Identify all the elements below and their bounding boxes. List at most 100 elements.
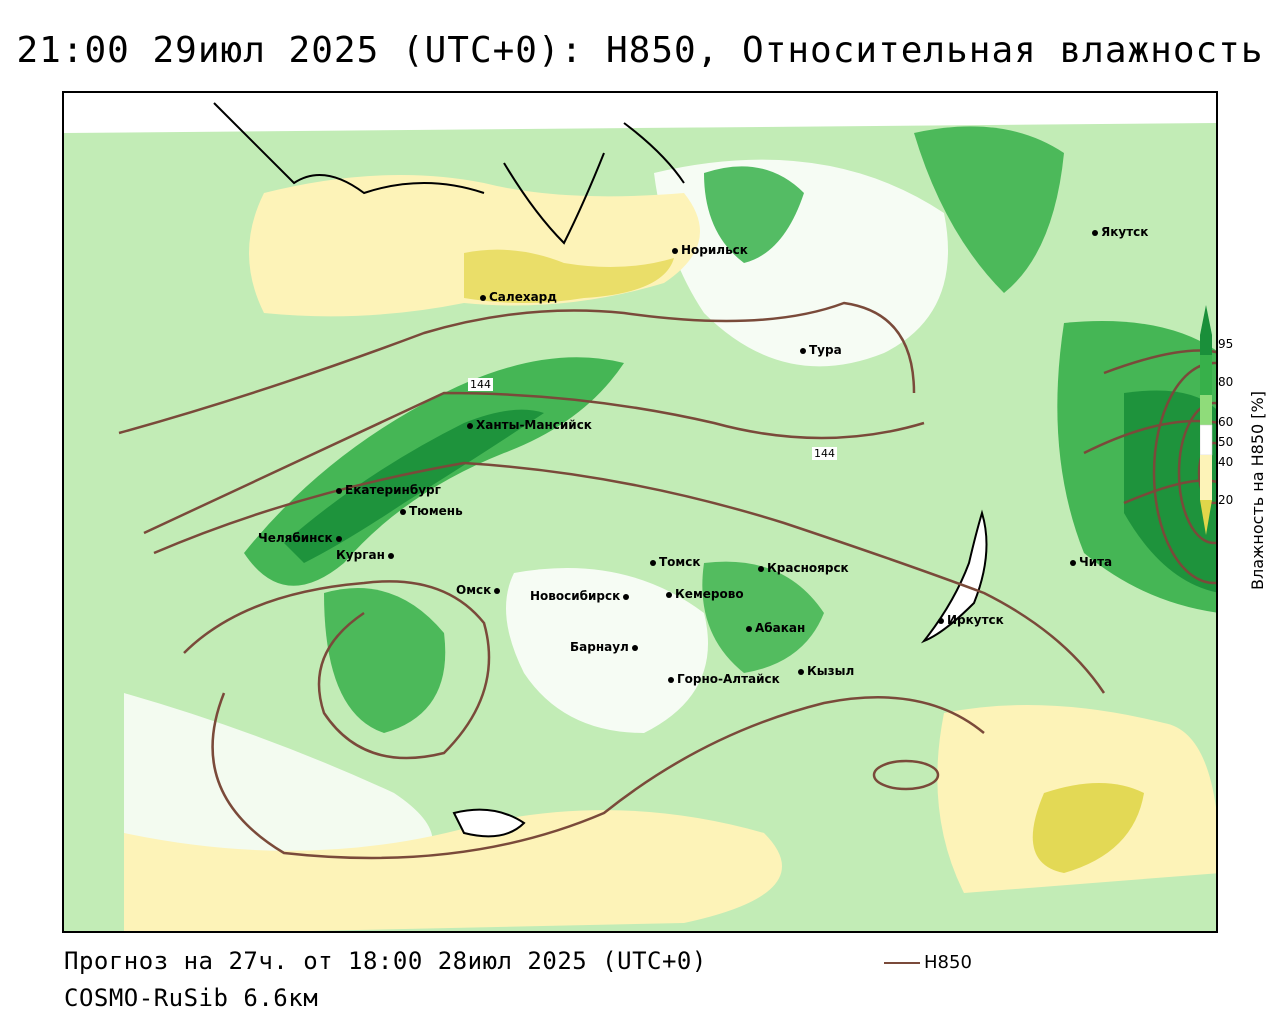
city-ekaterinburg: Екатеринбург — [336, 483, 441, 497]
city-dot — [746, 625, 752, 632]
contour-legend-swatch — [884, 962, 920, 964]
colorbar-arrow-top — [1200, 305, 1212, 335]
weather-map: 144 144 Якутск Норильск Салехард Тура Ха… — [62, 91, 1218, 933]
city-label: Новосибирск — [530, 589, 621, 603]
city-khanty-mansiysk: Ханты-Мансийск — [467, 418, 592, 432]
h850-contour-low-1 — [1152, 361, 1216, 585]
city-dot — [480, 294, 486, 301]
city-dot — [798, 668, 804, 675]
colorbar-graphic — [1199, 305, 1213, 535]
city-label: Чита — [1079, 555, 1113, 569]
map-canvas — [64, 102, 1216, 931]
city-label: Кемерово — [675, 587, 744, 601]
city-dot — [623, 593, 630, 600]
city-chita: Чита — [1070, 555, 1112, 569]
colorbar-bin-60 — [1200, 395, 1212, 425]
contour-legend: H850 — [884, 952, 972, 973]
contour-label-144-east: 144 — [812, 447, 837, 460]
city-gorno-altaysk: Горно-Алтайск — [668, 672, 780, 686]
city-kurgan: Курган — [336, 548, 397, 562]
city-dot — [666, 591, 672, 598]
city-dot — [335, 535, 342, 542]
h850-contour-low-3 — [1197, 441, 1216, 505]
humidity-field-50-sw — [124, 693, 433, 893]
model-name: COSMO-RuSib 6.6км — [64, 984, 319, 1012]
lake-balkhash — [452, 808, 526, 838]
colorbar-tick: 40 — [1218, 455, 1234, 469]
h850-contour-5 — [211, 692, 985, 860]
h850-contour-small — [872, 759, 940, 791]
city-dot — [800, 347, 806, 354]
humidity-field-80-south — [702, 561, 824, 673]
city-label: Салехард — [489, 290, 557, 304]
city-dot — [1070, 559, 1076, 566]
city-label: Екатеринбург — [345, 483, 441, 497]
lake-baikal — [920, 509, 988, 644]
city-label: Челябинск — [258, 531, 333, 545]
colorbar-tick: 80 — [1218, 375, 1234, 389]
h850-contour-4 — [183, 580, 491, 760]
h850-contour-1 — [118, 301, 916, 435]
city-label: Омск — [456, 583, 492, 597]
city-tomsk: Томск — [650, 555, 701, 569]
city-salekhard: Салехард — [480, 290, 557, 304]
city-label: Барнаул — [570, 640, 629, 654]
humidity-field-80-northeast — [914, 126, 1064, 293]
city-dot — [631, 644, 638, 651]
city-label: Томск — [659, 555, 701, 569]
colorbar-tick: 95 — [1218, 337, 1234, 351]
city-dot — [758, 565, 764, 572]
city-dot — [650, 559, 656, 566]
city-yakutsk: Якутск — [1092, 225, 1148, 239]
city-abakan: Абакан — [746, 621, 805, 635]
colorbar-bin-95 — [1200, 335, 1212, 355]
city-label: Абакан — [755, 621, 806, 635]
colorbar-tick: 50 — [1218, 435, 1234, 449]
h850-contour-low-2 — [1177, 401, 1216, 545]
city-norilsk: Норильск — [672, 243, 748, 257]
city-label: Иркутск — [947, 613, 1004, 627]
h850-contour-3 — [153, 461, 1106, 694]
city-dot — [668, 676, 674, 683]
humidity-field-60 — [64, 123, 1216, 931]
city-novosibirsk: Новосибирск — [530, 589, 632, 603]
city-dot — [400, 508, 406, 515]
humidity-field-20-se — [1032, 783, 1144, 873]
city-tyumen: Тюмень — [400, 504, 463, 518]
city-label: Ханты-Мансийск — [476, 418, 592, 432]
contour-legend-label: H850 — [924, 952, 972, 973]
colorbar-bin-50 — [1199, 424, 1213, 456]
city-label: Тура — [809, 343, 842, 357]
city-label: Норильск — [681, 243, 748, 257]
city-irkutsk: Иркутск — [938, 613, 1004, 627]
coastline — [213, 102, 685, 245]
humidity-field-80-north — [704, 166, 804, 263]
colorbar-bin-80 — [1200, 355, 1212, 395]
city-label: Горно-Алтайск — [677, 672, 780, 686]
city-label: Кызыл — [807, 664, 855, 678]
city-krasnoyarsk: Красноярск — [758, 561, 849, 575]
colorbar-bin-40 — [1200, 455, 1212, 500]
humidity-field-95-east — [1124, 390, 1216, 593]
humidity-colorbar: 95 80 60 50 40 20 — [1199, 305, 1280, 605]
forecast-info: Прогноз на 27ч. от 18:00 28июл 2025 (UTC… — [64, 947, 707, 975]
city-dot — [938, 617, 944, 624]
humidity-field-20-north — [464, 249, 674, 303]
humidity-field-80-sw — [324, 588, 446, 733]
city-chelyabinsk: Челябинск — [258, 531, 345, 545]
city-dot — [672, 247, 678, 254]
city-label: Тюмень — [409, 504, 463, 518]
h850-contour-2 — [143, 391, 925, 535]
colorbar-tick: 60 — [1218, 415, 1234, 429]
city-omsk: Омск — [456, 583, 503, 597]
humidity-field-95-band — [284, 409, 544, 563]
city-label: Якутск — [1101, 225, 1149, 239]
city-kyzyl: Кызыл — [798, 664, 854, 678]
colorbar-arrow-bottom — [1200, 500, 1212, 535]
humidity-field-50-south — [506, 568, 708, 733]
city-barnaul: Барнаул — [570, 640, 641, 654]
city-dot — [1092, 229, 1098, 236]
humidity-field-40-south — [124, 810, 782, 931]
city-dot — [467, 422, 473, 429]
city-kemerovo: Кемерово — [666, 587, 744, 601]
